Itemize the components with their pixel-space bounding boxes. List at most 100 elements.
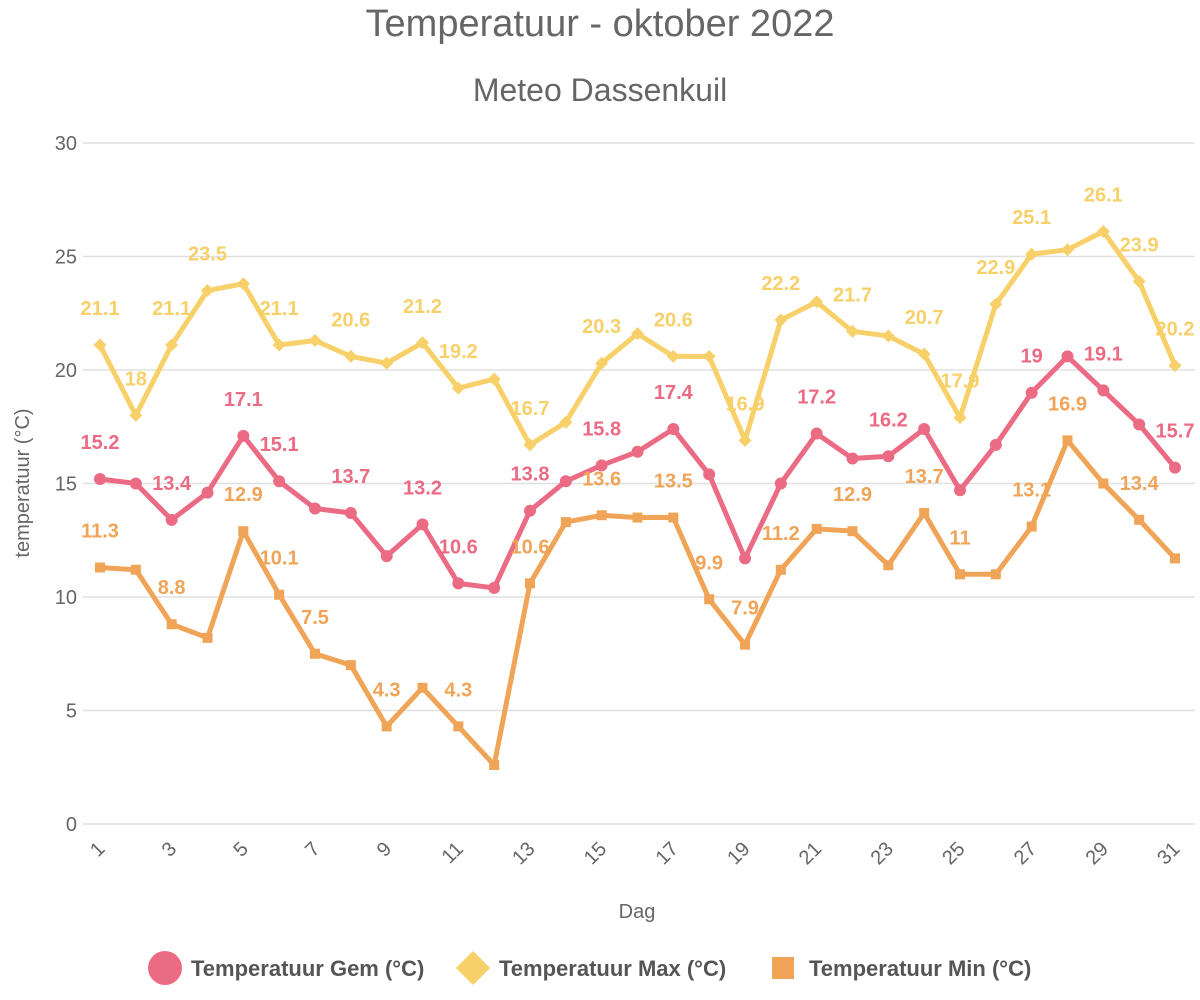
data-point[interactable] [129, 408, 143, 422]
data-point[interactable] [703, 468, 716, 481]
data-point[interactable] [1026, 521, 1037, 532]
data-point[interactable] [1169, 461, 1181, 474]
data-point[interactable] [381, 721, 392, 732]
data-point[interactable] [93, 338, 107, 352]
legend-item[interactable]: Temperatuur Gem (°C) [148, 951, 424, 985]
data-point[interactable] [917, 347, 931, 361]
data-point[interactable] [846, 324, 859, 338]
data-point[interactable] [740, 639, 750, 650]
data-point[interactable] [595, 356, 609, 370]
legend[interactable]: Temperatuur Gem (°C) Temperatuur Max (°C)… [148, 951, 1031, 985]
data-point[interactable] [523, 438, 537, 452]
data-point[interactable] [810, 295, 824, 309]
data-point[interactable] [1025, 247, 1039, 261]
data-point[interactable] [202, 632, 213, 643]
data-point[interactable] [559, 475, 572, 488]
data-point[interactable] [1170, 553, 1180, 564]
data-point[interactable] [310, 648, 320, 659]
data-point[interactable] [810, 427, 823, 440]
data-point[interactable] [272, 338, 286, 352]
data-point[interactable] [380, 356, 394, 370]
data-point[interactable] [1062, 435, 1073, 446]
data-point[interactable] [416, 336, 429, 350]
data-point[interactable] [1061, 350, 1074, 363]
legend-item[interactable]: Temperatuur Min (°C) [772, 956, 1031, 981]
data-point[interactable] [165, 513, 178, 526]
data-point[interactable] [559, 415, 573, 429]
data-point[interactable] [1168, 358, 1182, 372]
data-point[interactable] [525, 578, 535, 589]
data-point[interactable] [1098, 478, 1109, 489]
data-point[interactable] [846, 452, 859, 465]
data-point[interactable] [1025, 386, 1038, 399]
data-point[interactable] [631, 327, 644, 341]
data-point[interactable] [488, 581, 501, 594]
data-point[interactable] [989, 297, 1003, 311]
data-point[interactable] [738, 433, 752, 447]
data-point[interactable] [308, 333, 322, 347]
data-point[interactable] [774, 477, 787, 490]
data-point[interactable] [237, 429, 250, 442]
data-point[interactable] [596, 510, 607, 521]
data-point[interactable] [95, 562, 105, 573]
data-point[interactable] [238, 526, 249, 537]
data-point[interactable] [953, 411, 967, 425]
series-circle[interactable] [94, 350, 1181, 594]
data-point[interactable] [739, 552, 751, 565]
data-point[interactable] [417, 682, 428, 693]
data-point[interactable] [702, 349, 716, 363]
data-point[interactable] [201, 486, 214, 499]
data-point[interactable] [524, 504, 536, 517]
data-point[interactable] [954, 484, 966, 497]
data-point[interactable] [452, 577, 465, 590]
data-point[interactable] [130, 564, 141, 575]
data-point[interactable] [165, 338, 179, 352]
data-point[interactable] [416, 518, 429, 531]
data-point[interactable] [632, 512, 643, 523]
data-point[interactable] [344, 349, 358, 363]
data-point[interactable] [309, 502, 321, 515]
data-point[interactable] [631, 445, 644, 458]
data-point[interactable] [668, 512, 679, 523]
data-point[interactable] [919, 508, 930, 519]
data-point[interactable] [1134, 514, 1145, 525]
data-point[interactable] [451, 381, 465, 395]
data-point[interactable] [489, 759, 500, 770]
data-point[interactable] [274, 589, 285, 600]
data-point[interactable] [344, 507, 357, 520]
legend-item[interactable]: Temperatuur Max (°C) [456, 951, 726, 985]
data-point[interactable] [990, 569, 1001, 580]
data-point[interactable] [883, 560, 894, 571]
data-point[interactable] [129, 477, 142, 490]
data-point[interactable] [775, 564, 786, 575]
data-point[interactable] [955, 569, 965, 580]
data-point[interactable] [847, 526, 858, 537]
series-square[interactable] [95, 435, 1180, 770]
data-point[interactable] [1061, 243, 1074, 257]
data-point[interactable] [1097, 384, 1110, 397]
data-point[interactable] [94, 472, 106, 485]
data-point[interactable] [882, 450, 895, 463]
data-point[interactable] [166, 619, 177, 630]
data-point[interactable] [380, 550, 393, 563]
data-point[interactable] [487, 372, 501, 386]
data-point[interactable] [560, 517, 571, 528]
data-point[interactable] [453, 721, 464, 732]
data-point[interactable] [667, 423, 680, 436]
data-point[interactable] [236, 277, 250, 291]
data-point[interactable] [273, 475, 286, 488]
data-point[interactable] [918, 423, 931, 436]
data-point[interactable] [1132, 274, 1146, 288]
data-point[interactable] [345, 660, 356, 671]
data-point[interactable] [704, 594, 715, 605]
data-point[interactable] [811, 523, 822, 534]
data-point[interactable] [1133, 418, 1146, 431]
data-point[interactable] [774, 313, 788, 327]
data-point[interactable] [201, 284, 214, 298]
data-point[interactable] [595, 459, 608, 472]
data-point[interactable] [989, 438, 1002, 451]
data-point[interactable] [881, 329, 895, 343]
data-point[interactable] [666, 349, 680, 363]
data-point[interactable] [1096, 225, 1110, 239]
series-diamond[interactable] [93, 225, 1182, 452]
